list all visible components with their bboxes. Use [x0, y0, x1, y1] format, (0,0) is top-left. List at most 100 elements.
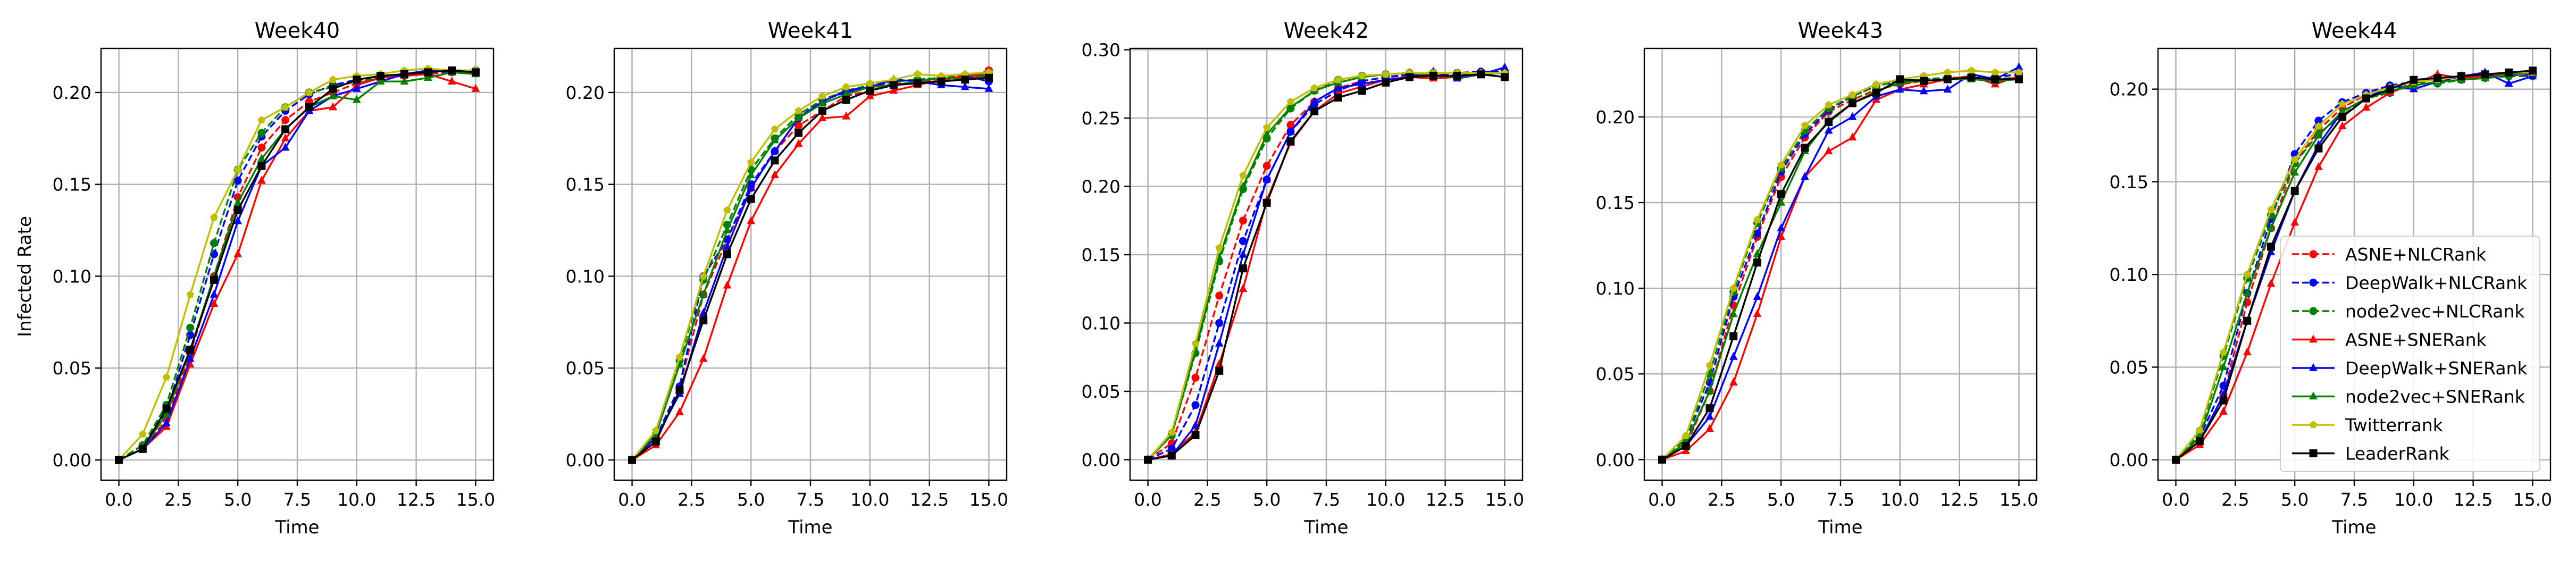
data-point	[257, 154, 266, 162]
data-point	[1825, 101, 1833, 108]
y-tick-label: 0.10	[566, 266, 605, 287]
y-tick-label: 0.00	[566, 450, 605, 471]
data-point	[1239, 284, 1248, 292]
chart-title: Week40	[255, 19, 340, 43]
data-point	[2219, 406, 2228, 415]
data-point	[377, 72, 385, 80]
data-point	[210, 239, 218, 247]
data-point	[400, 77, 409, 85]
chart-panel-week43: 0.0 2.5 5.0 7.5 10.0 12.5 15.0 0.00 0.05 0.10 0.15…	[1596, 19, 2039, 538]
series-line	[2175, 70, 2533, 461]
data-point	[210, 289, 219, 298]
data-point	[2172, 456, 2180, 464]
y-tick-label: 0.00	[53, 450, 91, 471]
data-point	[186, 323, 195, 332]
data-point	[257, 144, 266, 152]
data-point	[1777, 223, 1786, 232]
data-point	[1262, 129, 1272, 138]
data-point	[257, 175, 266, 184]
data-point	[1334, 83, 1343, 91]
data-point	[2219, 348, 2228, 356]
data-point	[352, 83, 361, 92]
data-point	[2219, 396, 2228, 405]
legend-marker	[2309, 307, 2318, 315]
data-point	[2266, 223, 2276, 231]
data-point	[2243, 270, 2251, 278]
data-point	[281, 133, 290, 142]
data-point	[794, 129, 803, 137]
data-point	[1382, 70, 1390, 78]
data-point	[1310, 83, 1318, 91]
data-point	[1262, 123, 1271, 131]
y-axis-label: Infected Rate	[14, 216, 36, 337]
data-point	[1167, 451, 1176, 460]
y-tick-label: 0.20	[566, 82, 605, 103]
data-point	[352, 95, 361, 103]
x-tick-label: 7.5	[2340, 489, 2368, 510]
x-axis-label: Time	[274, 517, 319, 538]
series-line	[631, 77, 989, 461]
data-point	[2314, 144, 2323, 153]
data-point	[471, 68, 480, 77]
data-point	[1477, 70, 1485, 79]
data-point	[1801, 121, 1809, 129]
data-point	[2505, 68, 2513, 77]
data-point	[1358, 71, 1366, 79]
legend-entry-label: ASNE+NLCRank	[2345, 244, 2487, 265]
x-tick-label: 2.5	[1708, 489, 1735, 510]
chart-title: Week42	[1284, 19, 1369, 43]
data-point	[1848, 112, 1857, 120]
x-tick-label: 0.0	[105, 489, 132, 510]
x-tick-label: 12.5	[397, 489, 436, 510]
y-tick-label: 0.20	[1082, 177, 1120, 197]
data-point	[186, 290, 194, 298]
series-line	[2175, 73, 2533, 460]
data-point	[2410, 76, 2418, 84]
data-point	[1191, 431, 1200, 439]
series-line	[118, 71, 476, 461]
data-point	[1729, 332, 1738, 340]
legend-marker	[2309, 334, 2318, 343]
x-tick-label: 15.0	[456, 489, 495, 510]
data-point	[329, 76, 337, 83]
data-point	[1801, 172, 1809, 180]
chart-title: Week41	[768, 19, 854, 43]
x-tick-label: 5.0	[2281, 489, 2309, 510]
data-point	[866, 79, 874, 87]
data-point	[233, 206, 242, 214]
data-point	[889, 86, 898, 94]
data-point	[1729, 309, 1738, 317]
x-tick-label: 2.5	[1193, 489, 1221, 510]
series-line	[118, 69, 476, 461]
x-tick-label: 15.0	[2513, 489, 2552, 510]
series-line	[118, 73, 476, 461]
data-point	[376, 77, 385, 85]
data-point	[1848, 99, 1856, 107]
data-point	[233, 249, 242, 257]
data-point	[961, 76, 969, 84]
data-point	[1753, 292, 1762, 300]
data-point	[1310, 97, 1319, 105]
data-point	[1191, 373, 1200, 382]
x-tick-label: 7.5	[797, 489, 824, 510]
data-point	[866, 86, 874, 95]
data-point	[1239, 249, 1248, 258]
chart-panel-week40: 0.0 2.5 5.0 7.5 10.0 12.5 15.0 0.00 0.05 0.10 0.15…	[53, 19, 496, 538]
data-point	[2267, 205, 2275, 213]
data-point	[2504, 79, 2513, 87]
data-point	[1729, 378, 1738, 386]
data-point	[652, 426, 660, 434]
data-point	[984, 83, 993, 92]
data-point	[1872, 80, 1880, 88]
data-point	[842, 96, 850, 104]
x-tick-label: 10.0	[337, 489, 376, 510]
data-point	[2266, 242, 2275, 251]
data-point	[257, 116, 266, 123]
series-line	[631, 75, 989, 461]
data-point	[257, 129, 266, 137]
data-point	[162, 418, 171, 426]
x-tick-label: 15.0	[1485, 489, 1524, 510]
data-point	[2290, 168, 2299, 176]
data-point	[723, 280, 732, 289]
